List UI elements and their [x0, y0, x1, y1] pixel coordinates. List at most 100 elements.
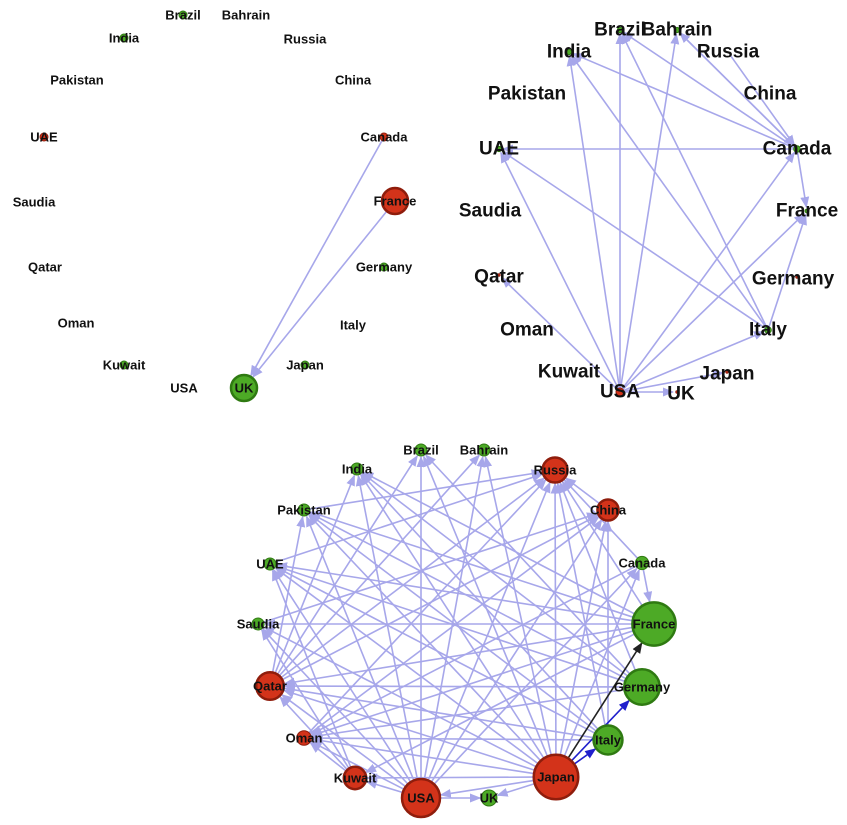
node-label-france: France: [374, 194, 417, 209]
node-label-brazil: Brazil: [594, 20, 646, 41]
node-circle-france: [380, 186, 410, 216]
edge-qatar-to-china: [281, 514, 599, 681]
node-label-france: France: [633, 617, 676, 632]
node-qatar: Qatar: [474, 267, 524, 288]
node-label-kuwait: Kuwait: [103, 358, 146, 373]
edge-japan-to-russia: [550, 482, 560, 755]
node-label-brazil: Brazil: [165, 8, 200, 23]
edge-japan-to-kuwait: [366, 773, 534, 783]
node-kuwait: Kuwait: [103, 358, 146, 373]
node-uk: UK: [480, 789, 499, 807]
edge-italy-to-oman: [311, 733, 594, 743]
node-circle-italy: [764, 326, 772, 334]
node-circle-bahrain: [477, 443, 491, 457]
node-label-uae: UAE: [30, 130, 58, 145]
edge-kuwait-to-saudia: [261, 628, 350, 769]
node-japan: Japan: [700, 364, 755, 385]
node-oman: Oman: [58, 316, 95, 331]
node-label-uk: UK: [667, 384, 695, 405]
node-label-germany: Germany: [752, 269, 835, 290]
edge-france-to-kuwait: [364, 633, 636, 774]
node-label-qatar: Qatar: [28, 260, 62, 275]
node-circle-usa: [615, 387, 625, 397]
node-oman: Oman: [500, 320, 554, 341]
node-label-italy: Italy: [340, 318, 367, 333]
node-italy: Italy: [340, 318, 367, 333]
node-circle-uk: [229, 373, 259, 403]
node-label-oman: Oman: [286, 731, 323, 746]
node-usa: USA: [400, 777, 442, 819]
node-circle-oman: [296, 730, 312, 746]
edge-qatar-to-brazil: [276, 454, 418, 675]
node-circle-canada: [793, 145, 801, 153]
node-circle-russia: [541, 456, 569, 484]
node-saudia: Saudia: [13, 195, 56, 210]
node-label-japan: Japan: [286, 358, 324, 373]
node-label-russia: Russia: [284, 32, 327, 47]
edge-pakistan-to-russia: [309, 469, 543, 510]
node-circle-kuwait: [342, 765, 368, 791]
node-label-saudia: Saudia: [13, 195, 56, 210]
node-circle-india: [350, 462, 364, 476]
node-layer: India Brazil Bahrain Russia China Pakistan Can…: [237, 443, 677, 819]
node-circle-france: [804, 208, 810, 214]
edge-japan-to-usa: [439, 779, 535, 798]
edge-italy-to-uae: [501, 150, 766, 329]
node-label-italy: Italy: [595, 733, 622, 748]
edge-japan-to-india: [360, 473, 545, 759]
node-label-japan: Japan: [700, 364, 755, 385]
node-uae: UAE: [479, 139, 519, 160]
node-label-saudia: Saudia: [459, 201, 522, 222]
edge-usa-to-qatar: [280, 694, 407, 788]
edge-france-to-qatar: [283, 626, 633, 687]
edge-oman-to-russia: [308, 479, 547, 734]
node-label-pakistan: Pakistan: [277, 503, 331, 518]
edge-japan-to-oman: [311, 736, 535, 775]
node-brazil: Brazil: [594, 20, 646, 41]
node-saudia: Saudia: [237, 617, 280, 632]
node-bahrain: Bahrain: [460, 443, 508, 458]
node-circle-japan: [300, 360, 310, 370]
node-china: China: [335, 73, 372, 88]
node-label-qatar: Qatar: [253, 679, 287, 694]
edge-usa-to-oman: [310, 741, 405, 791]
node-circle-kuwait: [119, 360, 129, 370]
edge-usa-to-qatar: [501, 277, 618, 390]
node-circle-usa: [400, 777, 442, 819]
edge-kuwait-to-uae: [271, 569, 352, 768]
edge-qatar-to-india: [274, 474, 356, 674]
edge-layer: [261, 454, 653, 803]
node-uae: UAE: [30, 130, 58, 145]
node-label-france: France: [776, 201, 838, 222]
node-qatar: Qatar: [28, 260, 62, 275]
edge-japan-to-pakistan: [308, 514, 542, 762]
edge-canada-to-france: [796, 152, 810, 209]
node-label-germany: Germany: [356, 260, 413, 275]
node-canada: Canada: [619, 556, 667, 571]
node-label-bahrain: Bahrain: [642, 20, 713, 41]
edge-bahrain-to-canada: [678, 31, 795, 147]
node-label-pakistan: Pakistan: [488, 84, 566, 105]
node-uae: UAE: [256, 557, 284, 572]
edge-usa-to-kuwait: [365, 780, 404, 794]
node-china: China: [590, 498, 627, 522]
node-label-canada: Canada: [763, 139, 832, 160]
edge-france-to-uk: [252, 210, 388, 378]
node-russia: Russia: [534, 456, 577, 484]
node-usa: USA: [170, 381, 198, 396]
edge-france-to-russia: [561, 480, 643, 607]
node-russia: Russia: [284, 32, 327, 47]
node-circle-uae: [263, 557, 277, 571]
node-label-bahrain: Bahrain: [460, 443, 508, 458]
node-circle-qatar: [254, 670, 286, 702]
node-circle-germany: [379, 262, 389, 272]
node-label-uk: UK: [235, 381, 254, 396]
node-pakistan: Pakistan: [277, 503, 331, 518]
node-label-india: India: [342, 462, 373, 477]
node-italy: Italy: [749, 320, 787, 341]
node-label-russia: Russia: [534, 463, 577, 478]
node-label-oman: Oman: [58, 316, 95, 331]
